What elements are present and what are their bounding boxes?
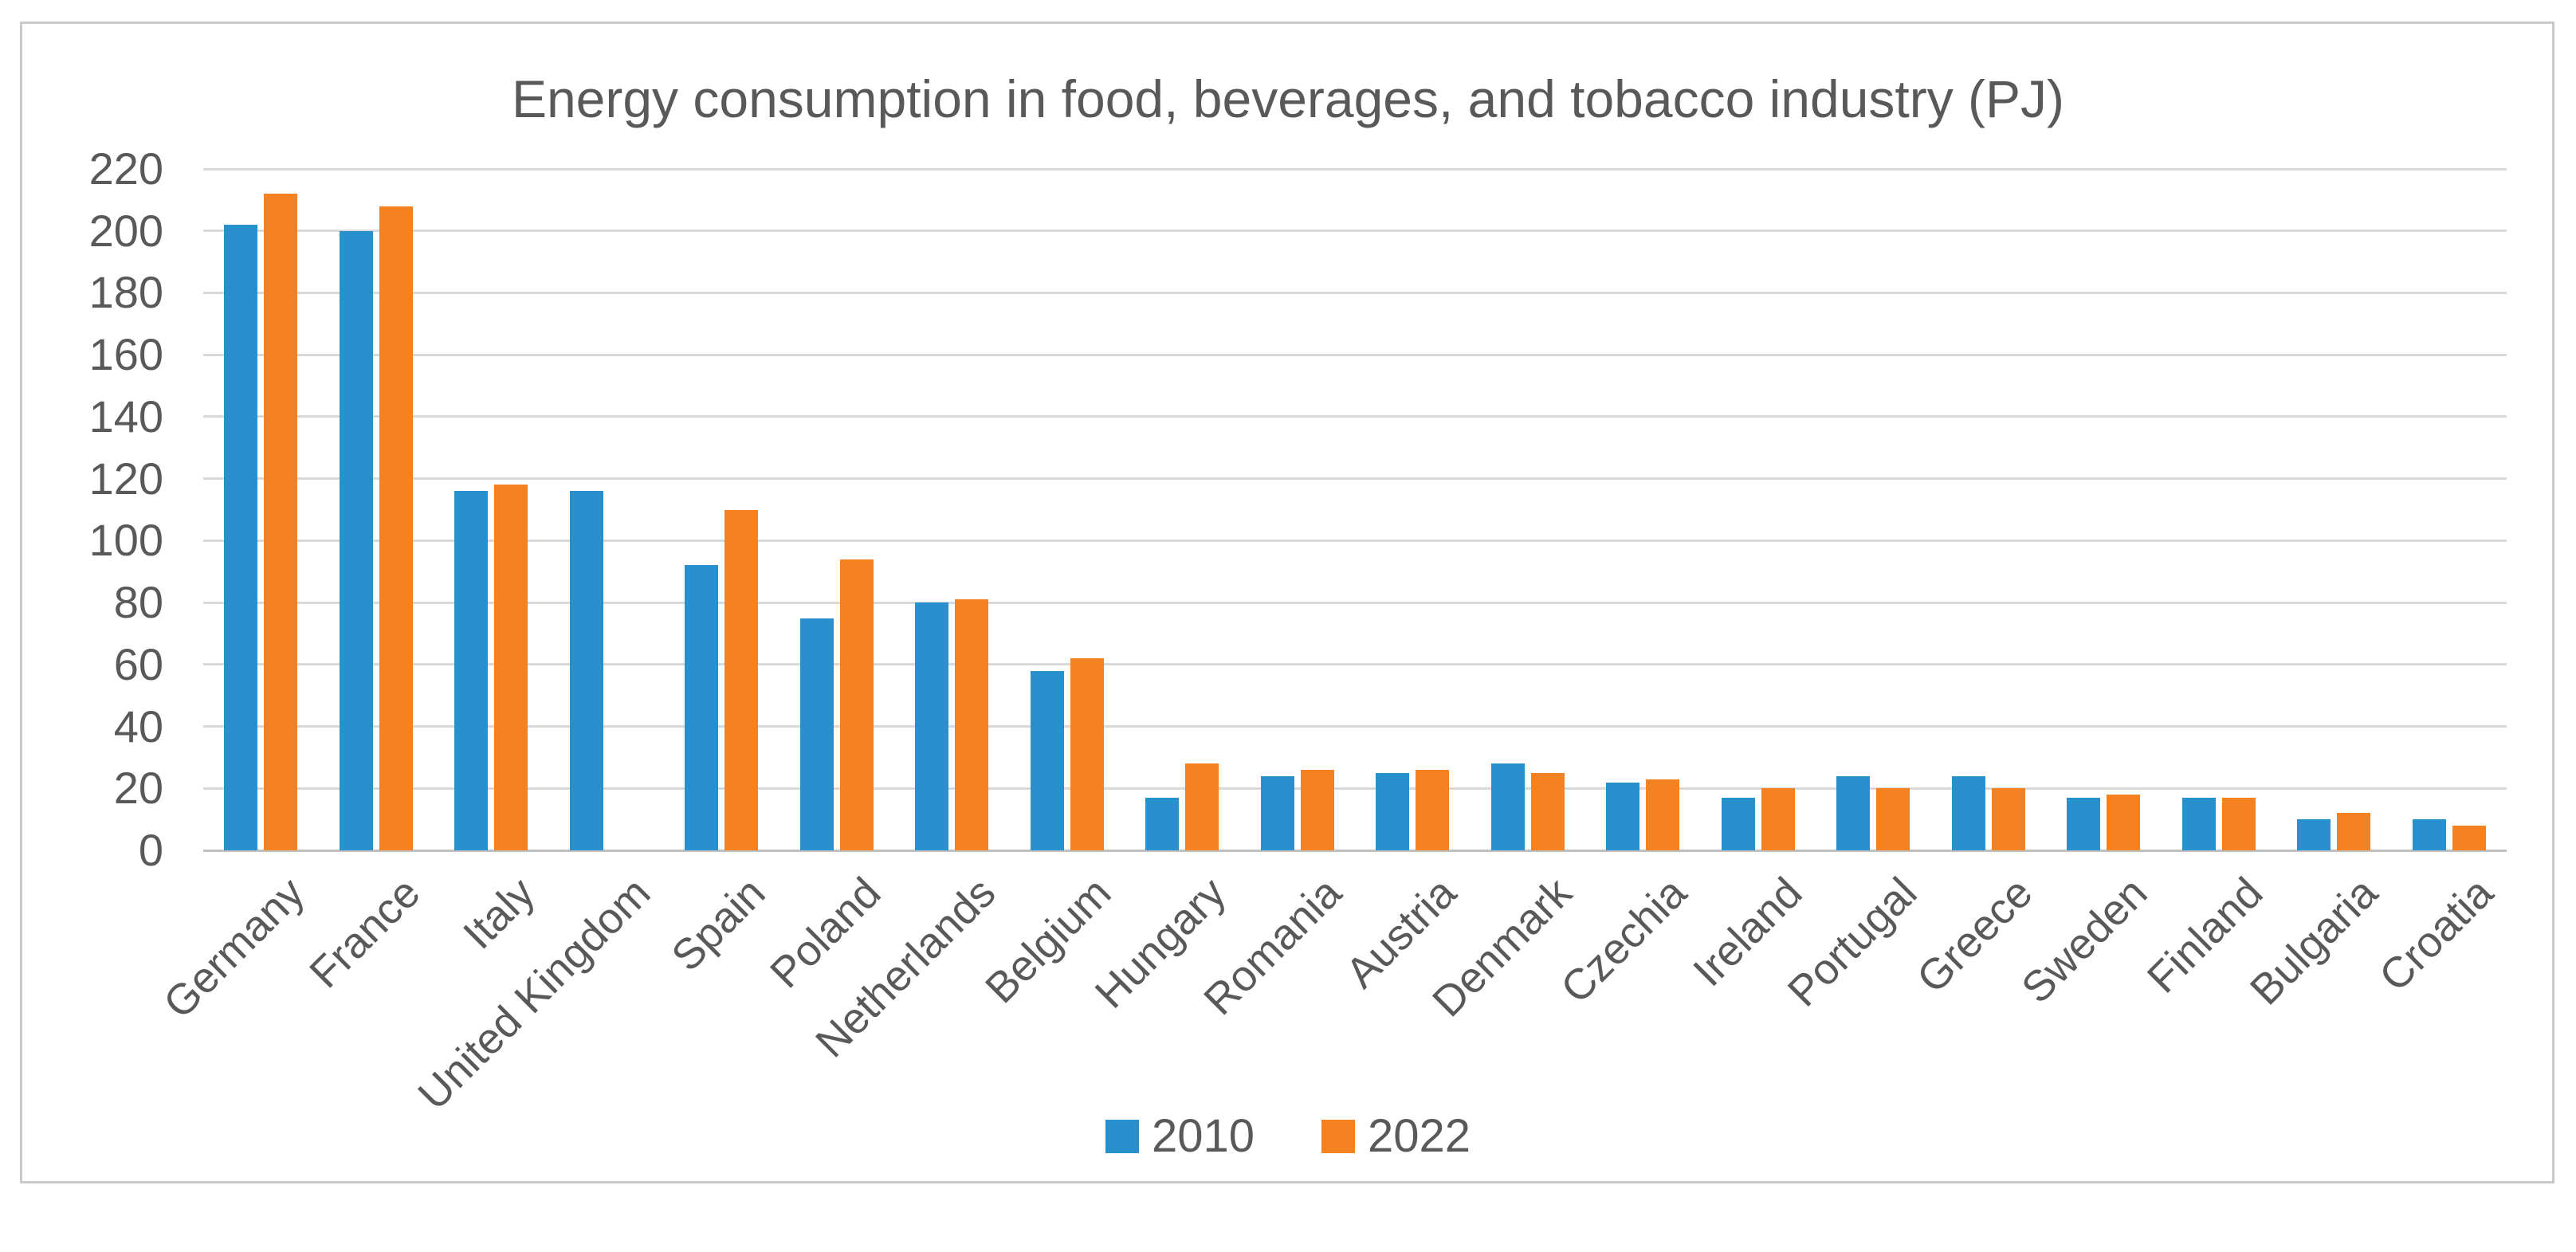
y-tick-label: 0 [138,825,163,875]
bar-croatia-2022 [2452,825,2486,850]
bar-denmark-2022 [1530,772,1565,850]
bar-portugal-2010 [1836,775,1871,850]
bar-belgium-2022 [1070,658,1104,850]
bar-romania-2022 [1300,769,1334,850]
bar-france-2022 [379,206,413,850]
bar-netherlands-2022 [955,599,989,850]
bar-finland-2022 [2221,797,2256,850]
bar-finland-2010 [2181,797,2216,850]
bar-germany-2010 [224,224,258,850]
gridline [203,477,2507,481]
gridline [203,601,2507,604]
y-tick-label: 80 [113,577,163,628]
bar-poland-2022 [839,559,874,850]
bar-spain-2010 [685,565,719,850]
gridline [203,415,2507,418]
bar-sweden-2022 [2107,795,2141,850]
bar-bulgaria-2022 [2337,813,2371,850]
bar-sweden-2010 [2067,797,2101,850]
gridline [203,725,2507,728]
bar-germany-2022 [264,194,298,850]
legend-item-2022: 2022 [1321,1109,1471,1163]
gridline [203,787,2507,790]
legend-label-2010: 2010 [1151,1110,1255,1162]
y-tick-label: 20 [113,763,163,814]
y-tick-label: 100 [88,515,163,566]
y-tick-label: 120 [88,453,163,504]
y-tick-label: 220 [88,143,163,194]
gridline [203,663,2507,666]
legend-item-2010: 2010 [1105,1109,1255,1163]
bar-bulgaria-2010 [2297,819,2331,850]
bar-croatia-2010 [2412,819,2446,850]
x-axis-baseline [203,849,2507,852]
y-tick-label: 160 [88,329,163,380]
bar-czechia-2022 [1646,779,1680,850]
y-tick-label: 140 [88,391,163,442]
y-tick-label: 200 [88,205,163,256]
bar-ireland-2010 [1721,797,1755,850]
legend-swatch-2022 [1321,1119,1355,1153]
bar-hungary-2022 [1185,763,1219,850]
bar-france-2010 [339,230,373,850]
bar-italy-2010 [454,491,489,850]
gridline [203,167,2507,171]
bar-austria-2010 [1376,772,1410,850]
bar-denmark-2010 [1490,763,1525,850]
bar-hungary-2010 [1145,797,1180,850]
bar-belgium-2010 [1030,670,1064,850]
chart-title: Energy consumption in food, beverages, a… [511,69,2065,128]
gridline [203,230,2507,233]
y-tick-label: 40 [113,701,163,752]
bar-italy-2022 [494,485,528,850]
bar-romania-2010 [1260,775,1294,850]
bar-poland-2010 [799,618,834,850]
bar-united-kingdom-2010 [569,491,603,850]
bar-greece-2022 [1991,788,2025,850]
y-tick-label: 180 [88,267,163,318]
y-tick-label: 60 [113,638,163,689]
gridline [203,291,2507,294]
bar-austria-2022 [1416,769,1450,850]
bar-spain-2022 [724,509,759,850]
bar-netherlands-2010 [915,602,949,850]
legend-label-2022: 2022 [1368,1110,1471,1162]
gridline [203,353,2507,356]
legend: 2010 2022 [0,1109,2576,1163]
bar-ireland-2022 [1761,788,1795,850]
legend-swatch-2010 [1105,1119,1139,1153]
gridline [203,539,2507,542]
bar-greece-2010 [1951,775,1985,850]
bar-czechia-2010 [1606,782,1640,850]
bar-portugal-2022 [1876,788,1910,850]
